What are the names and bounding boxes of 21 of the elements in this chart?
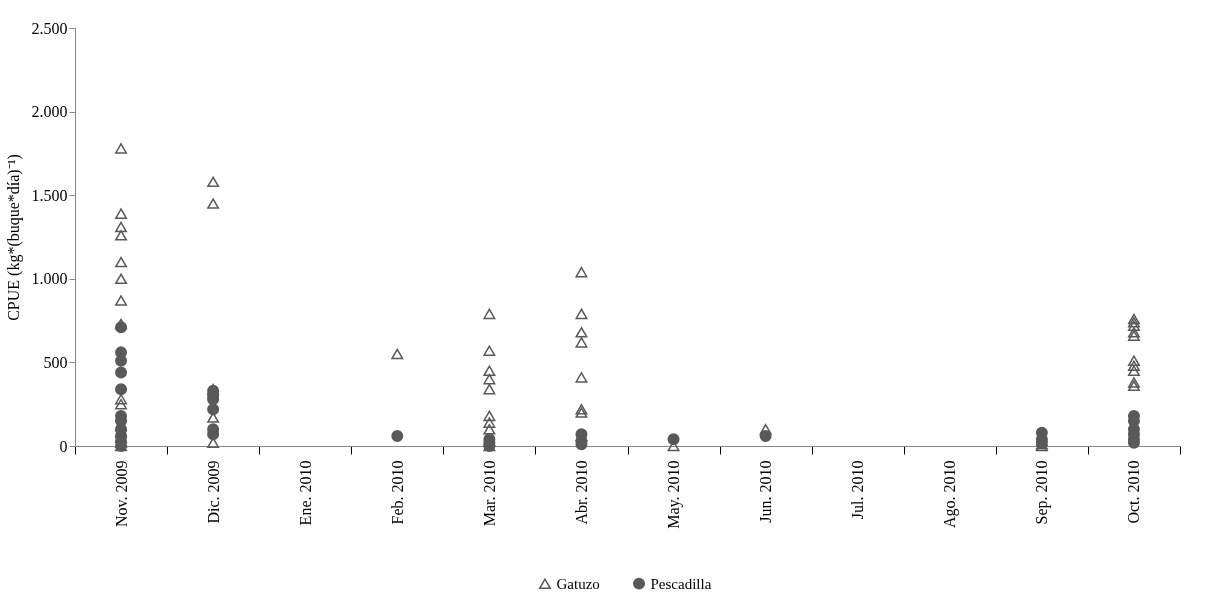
x-tick-label: Sep. 2010 (1033, 460, 1052, 525)
x-tick-label: Ene. 2010 (296, 460, 314, 526)
x-tick-label: May. 2010 (665, 460, 684, 529)
x-tick-label: Jun. 2010 (757, 460, 775, 523)
x-tick-label: Ago. 2010 (941, 460, 960, 529)
x-tick-label: Feb. 2010 (388, 460, 406, 525)
y-tick-label: 1.000 (31, 270, 68, 288)
x-tick-label: Nov. 2009 (112, 460, 130, 528)
x-tick-label: Jul. 2010 (849, 460, 867, 520)
legend-label: Gatuzo (556, 575, 600, 592)
y-tick-label: 2.000 (31, 103, 68, 121)
x-tick-label: Abr. 2010 (572, 460, 590, 525)
x-tick-label: Mar. 2010 (480, 460, 498, 527)
y-tick-label: 500 (43, 353, 68, 371)
x-tick-label: Oct. 2010 (1125, 460, 1143, 524)
y-tick-label: 2.500 (31, 19, 68, 37)
y-tick-label: 1.500 (31, 186, 68, 204)
legend-label: Pescadilla (650, 575, 712, 592)
x-tick-label: Dic. 2009 (204, 460, 222, 524)
y-axis-title: CPUE (kg*(buque*día)⁻¹) (4, 154, 23, 321)
y-tick-label: 0 (59, 437, 68, 455)
